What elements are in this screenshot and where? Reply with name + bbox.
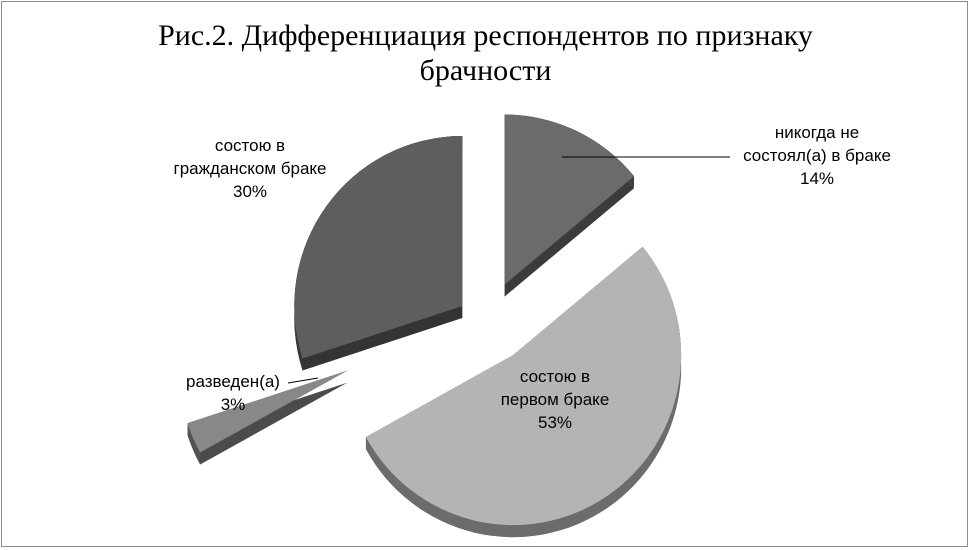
pie-slice-rim-divorced <box>187 423 201 465</box>
chart-title-line-1: Рис.2. Дифференциация респондентов по пр… <box>158 19 813 52</box>
slice-value-never-married: 14% <box>799 169 835 188</box>
slice-label-divorced: разведен(а) 3% <box>168 370 298 416</box>
slice-label-first-marriage-line-2: первом браке <box>500 390 610 409</box>
slice-value-civil-marriage: 30% <box>232 182 268 201</box>
pie-slice-civil-marriage <box>294 136 463 359</box>
slice-label-civil-marriage-line-2: гражданском браке <box>173 159 327 178</box>
slice-label-first-marriage: состою в первом браке 53% <box>480 365 630 434</box>
pie-slice-divorced <box>187 370 348 453</box>
slice-value-first-marriage: 53% <box>537 413 573 432</box>
leader-line-divorced <box>287 377 319 384</box>
slice-label-civil-marriage-line-1: состою в <box>214 136 286 155</box>
slice-label-never-married-line-2: состоял(а) в браке <box>743 146 891 165</box>
slice-label-never-married: никогда не состоял(а) в браке 14% <box>722 121 912 190</box>
chart-title: Рис.2. Дифференциация респондентов по пр… <box>0 18 971 88</box>
pie-slice-side-divorced <box>187 370 348 465</box>
slice-value-divorced: 3% <box>220 395 246 414</box>
slice-label-civil-marriage: состою в гражданском браке 30% <box>150 134 350 203</box>
slice-label-first-marriage-line-1: состою в <box>519 367 591 386</box>
slice-label-divorced-line-1: разведен(а) <box>186 372 280 391</box>
slice-label-never-married-line-1: никогда не <box>774 123 860 142</box>
pie-slice-first-marriage <box>365 246 682 526</box>
chart-title-line-2: брачности <box>419 54 552 87</box>
